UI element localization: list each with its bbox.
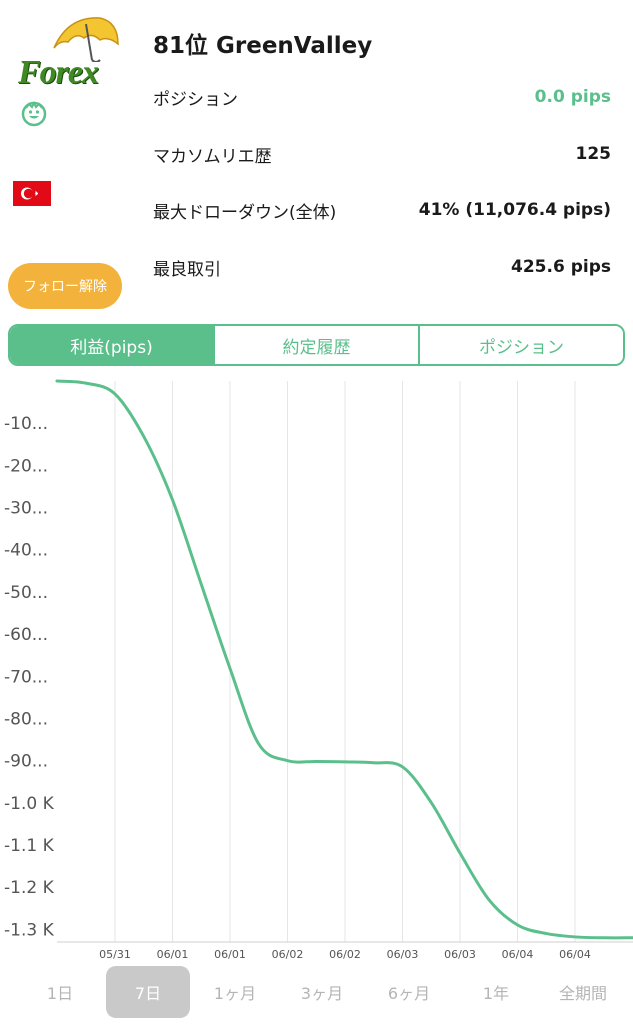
- x-tick-label: 05/31: [99, 948, 131, 961]
- trader-rank-name: 81位 GreenValley: [153, 33, 373, 59]
- period-all[interactable]: 全期間: [558, 984, 607, 1003]
- x-tick-label: 06/03: [387, 948, 419, 961]
- y-tick-label: -1.1 K: [4, 836, 55, 856]
- y-tick-label: -1.3 K: [4, 920, 55, 940]
- stat-label: マカソムリエ歴: [153, 146, 272, 167]
- stat-value: 125: [575, 144, 612, 164]
- period-1d[interactable]: 1日: [46, 984, 74, 1003]
- period-7d[interactable]: 7日: [106, 966, 190, 1018]
- x-tick-label: 06/04: [502, 948, 534, 961]
- tab-positions[interactable]: ポジション: [420, 326, 623, 364]
- x-tick-label: 06/03: [444, 948, 476, 961]
- y-tick-label: -1.2 K: [4, 878, 55, 898]
- x-tick-label: 06/01: [214, 948, 246, 961]
- y-tick-label: -30...: [4, 499, 48, 519]
- logo-text: Forex: [18, 54, 99, 91]
- y-tick-label: -60...: [4, 625, 48, 645]
- x-tick-label: 06/04: [559, 948, 591, 961]
- stat-row-best-trade: 最良取引 425.6 pips: [153, 252, 611, 282]
- period-3m[interactable]: 3ヶ月: [300, 984, 344, 1003]
- x-tick-label: 06/02: [329, 948, 361, 961]
- y-tick-label: -1.0 K: [4, 794, 55, 814]
- stat-value: 41% (11,076.4 pips): [418, 200, 611, 220]
- stat-label: 最良取引: [153, 259, 221, 280]
- y-tick-label: -40...: [4, 541, 48, 561]
- profit-series-line: [55, 379, 633, 940]
- stat-label: 最大ドローダウン(全体): [153, 202, 337, 223]
- stat-label: ポジション: [153, 89, 238, 110]
- y-tick-label: -70...: [4, 667, 48, 687]
- y-tick-label: -80...: [4, 709, 48, 729]
- stat-row-experience: マカソムリエ歴 125: [153, 139, 611, 169]
- stat-value: 425.6 pips: [511, 257, 611, 277]
- y-tick-label: -20...: [4, 456, 48, 476]
- unfollow-button[interactable]: フォロー解除: [8, 263, 122, 309]
- y-tick-label: -50...: [4, 583, 48, 603]
- tab-trade-history[interactable]: 約定履歴: [215, 326, 420, 364]
- stat-value: 0.0 pips: [534, 87, 611, 107]
- y-tick-label: -10...: [4, 414, 48, 434]
- y-tick-label: -90...: [4, 752, 48, 772]
- umbrella-icon: [53, 17, 119, 62]
- x-tick-label: 06/01: [157, 948, 189, 961]
- tab-profit[interactable]: 利益(pips): [10, 326, 215, 364]
- stat-row-max-drawdown: 最大ドローダウン(全体) 41% (11,076.4 pips): [153, 195, 611, 225]
- smiley-avatar-icon[interactable]: [21, 101, 47, 127]
- trader-header: Forex フォロー解除 81位 GreenValley ポジション 0.0 p…: [0, 0, 633, 320]
- period-1y[interactable]: 1年: [482, 984, 510, 1003]
- turkey-flag-icon: [13, 181, 51, 206]
- period-1m[interactable]: 1ヶ月: [213, 984, 257, 1003]
- forex-logo: Forex: [18, 14, 122, 94]
- x-tick-label: 06/02: [272, 948, 304, 961]
- stat-row-position: ポジション 0.0 pips: [153, 82, 611, 112]
- period-6m[interactable]: 6ヶ月: [387, 984, 431, 1003]
- period-selector: 1日 7日 1ヶ月 3ヶ月 6ヶ月 1年 全期間: [0, 966, 633, 1018]
- profit-line-chart: 05/31 06/01 06/01 06/02 06/02 06/03 06/03 06/04…: [4, 379, 633, 961]
- tab-bar: 利益(pips) 約定履歴 ポジション: [8, 324, 625, 366]
